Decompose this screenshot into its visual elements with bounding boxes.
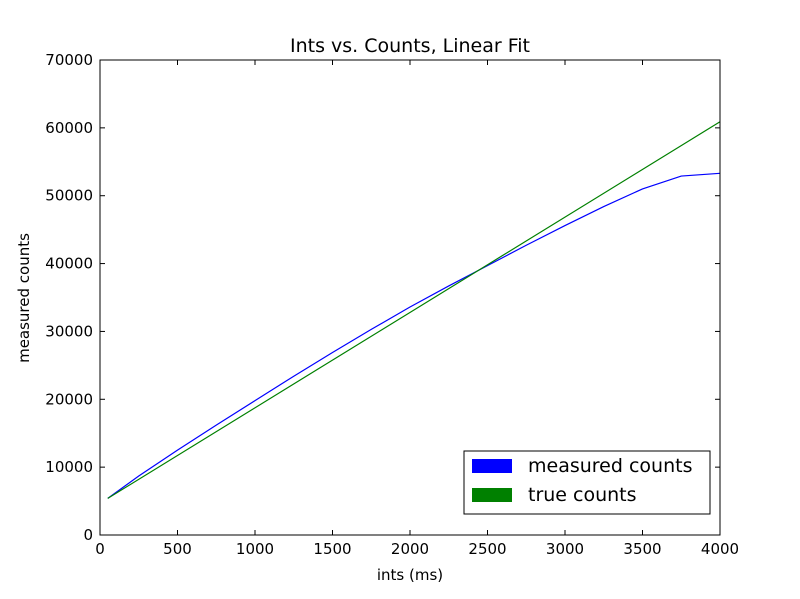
legend: measured counts true counts [463,450,711,515]
legend-label-true-counts: true counts [528,484,637,506]
legend-swatch-measured-counts [472,459,512,473]
y-tick-label: 70000 [45,51,93,69]
x-tick-label: 3500 [623,540,661,558]
y-tick-label: 60000 [45,119,93,137]
x-tick-label: 2000 [391,540,429,558]
y-tick-label: 10000 [45,458,93,476]
series-layer [107,121,721,499]
y-axis-label: measured counts [15,233,33,363]
series-line-true-counts [107,121,721,499]
x-tick-label: 4000 [701,540,739,558]
y-tick-label: 30000 [45,322,93,340]
series-line-measured-counts [107,172,721,499]
x-axis-label: ints (ms) [377,566,443,584]
x-tick-label: 1500 [313,540,351,558]
x-tick-label: 0 [95,540,105,558]
x-tick-label: 2500 [468,540,506,558]
y-tick-label: 50000 [45,187,93,205]
x-tick-label: 1000 [236,540,274,558]
x-tick-label: 3000 [546,540,584,558]
legend-swatch-true-counts [472,488,512,502]
y-tick-label: 20000 [45,390,93,408]
y-tick-label: 0 [83,526,93,544]
x-tick-label: 500 [163,540,192,558]
chart-title: Ints vs. Counts, Linear Fit [290,35,530,57]
legend-label-measured-counts: measured counts [528,455,692,477]
ticks-layer: 0 500 1000 1500 2000 2500 3000 3500 400001000020… [45,51,739,558]
y-tick-label: 40000 [45,255,93,273]
